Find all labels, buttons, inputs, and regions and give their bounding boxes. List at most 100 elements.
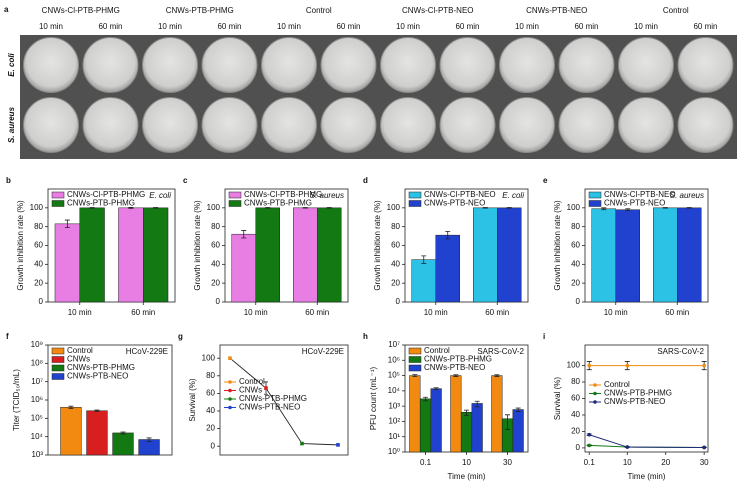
legend-marker: [228, 405, 232, 410]
y-tick-label: 10⁵: [31, 413, 43, 422]
time-label: 10 min: [634, 22, 658, 31]
bar: [112, 432, 134, 456]
y-tick-label: 20: [211, 278, 220, 287]
legend-swatch: [228, 200, 242, 207]
bar: [54, 223, 80, 303]
y-tick-label: 10⁴: [31, 432, 44, 441]
annotation: E. coli: [502, 191, 524, 200]
group-label: Control: [663, 6, 689, 15]
bar: [491, 375, 503, 453]
time-label: 60 min: [98, 22, 122, 31]
point: [587, 443, 592, 448]
error-bar: [506, 207, 512, 209]
photo-background: [20, 35, 737, 159]
time-label: 10 min: [158, 22, 182, 31]
y-axis-label: Titer (TCID₅₀/mL): [12, 369, 21, 431]
annotation: HCoV-229E: [302, 347, 344, 356]
y-tick-label: 10⁰: [388, 447, 400, 456]
legend-label: Control: [604, 380, 630, 389]
y-tick-label: 80: [571, 377, 580, 386]
error-bar: [120, 431, 126, 435]
legend-swatch: [408, 200, 422, 207]
x-tick-label: 60 min: [485, 308, 509, 317]
error-bar: [662, 207, 668, 209]
legend-label: Control: [424, 346, 450, 355]
bar: [409, 375, 421, 453]
y-tick-label: 80: [571, 222, 580, 231]
y-tick-label: 10³: [388, 401, 400, 410]
y-tick-label: 80: [211, 222, 220, 231]
error-bar: [423, 396, 428, 402]
legend-swatch: [51, 200, 65, 207]
legend-swatch: [408, 356, 422, 363]
panel-letter: c: [183, 176, 188, 185]
y-tick-label: 10⁶: [388, 355, 400, 364]
legend-label: CNWs-PTB-PHMG: [67, 363, 135, 372]
point: [264, 386, 268, 390]
petri-dish: [677, 37, 734, 93]
legend-label: CNWs-PTB-PHMG: [244, 199, 312, 208]
point: [702, 363, 706, 368]
y-tick-label: 60: [571, 241, 580, 250]
petri-dish: [201, 97, 258, 153]
group-label: CNWs-Cl-PTB-NEO: [402, 6, 474, 15]
x-tick-label: 10 min: [244, 308, 268, 317]
error-bar: [265, 207, 271, 209]
legend-label: CNWs-Cl-PTB-PHMG: [244, 190, 322, 199]
point: [228, 356, 232, 360]
petri-dish: [380, 97, 436, 153]
bar: [86, 410, 108, 456]
petri-dish: [380, 37, 436, 93]
y-tick-label: 60: [34, 241, 43, 250]
error-bar: [64, 219, 70, 229]
annotation: SARS-CoV-2: [477, 347, 524, 356]
legend-label: CNWs-PTB-NEO: [424, 363, 485, 372]
bar: [512, 409, 524, 453]
bar: [677, 207, 702, 303]
legend-marker: [593, 400, 597, 404]
y-tick-label: 40: [391, 259, 400, 268]
legend-label: CNWs-PTB-PHMG: [67, 199, 135, 208]
legend-swatch: [408, 364, 422, 372]
legend-swatch: [51, 364, 65, 372]
x-axis-label: Time (min): [628, 472, 666, 481]
time-label: 10 min: [39, 22, 63, 31]
line: [229, 357, 339, 446]
y-tick-label: 20: [571, 427, 580, 436]
y-tick-label: 20: [571, 278, 580, 287]
time-label: 60 min: [574, 22, 598, 31]
time-label: 60 min: [217, 22, 241, 31]
legend-label: CNWs: [239, 386, 262, 395]
petri-dish: [142, 97, 198, 153]
petri-dish: [439, 37, 496, 93]
y-tick-label: 80: [391, 222, 400, 231]
panel-letter: b: [6, 176, 11, 185]
y-tick-label: 10⁵: [388, 371, 400, 380]
bar: [79, 207, 105, 303]
plot-frame: [219, 344, 349, 456]
y-axis-label: Growth inhibition rate (%): [373, 200, 382, 291]
legend-label: CNWs-PTB-NEO: [239, 403, 300, 412]
annotation: S. aureus: [670, 191, 704, 200]
group-label: CNWs-PTB-NEO: [526, 6, 587, 15]
y-tick-label: 0: [576, 443, 581, 452]
y-tick-label: 0: [216, 297, 221, 306]
x-tick-label: 0.1: [420, 458, 432, 467]
petri-dish: [142, 37, 198, 93]
y-tick-label: 60: [211, 241, 220, 250]
petri-dish: [677, 97, 734, 153]
error-bar: [453, 374, 459, 377]
petri-dish: [499, 97, 555, 153]
legend-label: CNWs-PTB-NEO: [67, 372, 128, 381]
legend-swatch: [408, 191, 422, 199]
petri-dish: [618, 97, 674, 153]
bar: [293, 207, 318, 303]
x-tick-label: 10 min: [604, 308, 628, 317]
error-bar: [482, 207, 488, 209]
y-axis-label: Growth inhibition rate (%): [16, 200, 25, 291]
y-tick-label: 40: [571, 259, 580, 268]
petri-dish: [320, 37, 377, 93]
error-bar: [464, 409, 469, 416]
error-bar: [474, 400, 480, 408]
